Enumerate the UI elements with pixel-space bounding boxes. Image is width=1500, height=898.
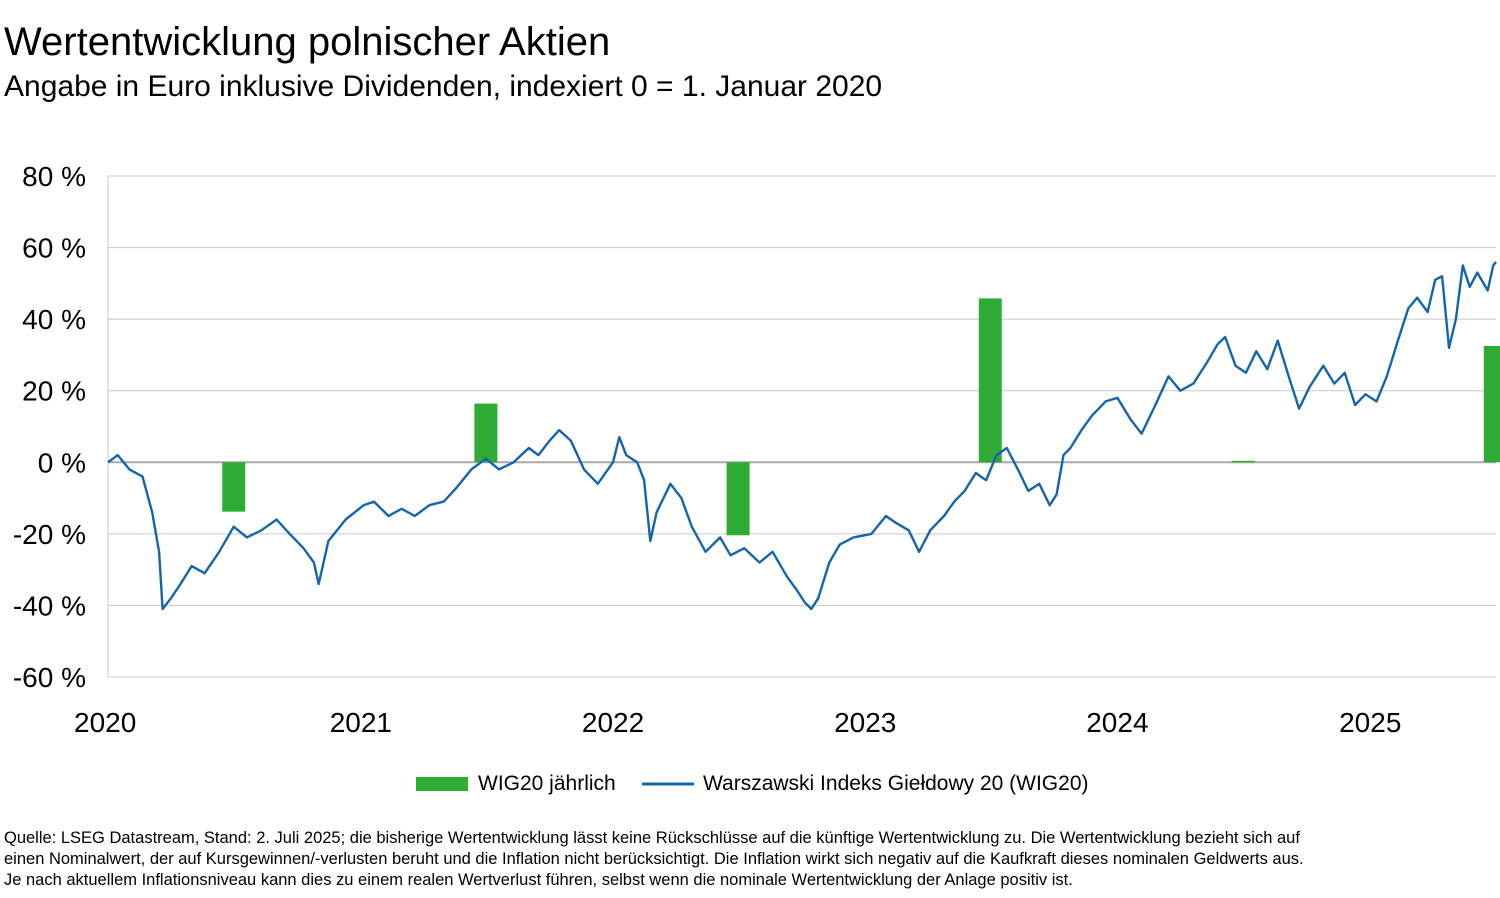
y-tick-label: 20 % <box>22 376 86 407</box>
source-note: Quelle: LSEG Datastream, Stand: 2. Juli … <box>4 828 1496 891</box>
legend-label-bars: WIG20 jährlich <box>478 772 616 795</box>
source-line: einen Nominalwert, der auf Kursgewinnen/… <box>4 850 1304 868</box>
bar <box>1483 345 1500 463</box>
x-axis-tick-labels: 2020 2021 2022 2023 2024 2025 <box>74 707 1401 738</box>
series-line <box>107 261 1497 611</box>
legend-swatch-bars <box>416 777 468 791</box>
chart-title: Wertentwicklung polnischer Aktien <box>4 20 611 64</box>
y-tick-label: -40 % <box>13 590 86 621</box>
y-tick-label: -60 % <box>13 662 86 693</box>
y-axis-tick-labels: 80 % 60 % 40 % 20 % 0 % -20 % -40 % -60 % <box>13 161 86 693</box>
line-series-wig20 <box>107 261 1497 611</box>
bar-series-wig20-annual <box>222 298 1500 536</box>
bar <box>978 298 1002 463</box>
y-tick-label: 80 % <box>22 161 86 192</box>
x-tick-label: 2024 <box>1086 707 1148 738</box>
y-tick-label: -20 % <box>13 519 86 550</box>
y-tick-label: 0 % <box>38 447 86 478</box>
bar <box>222 462 246 512</box>
source-line: Quelle: LSEG Datastream, Stand: 2. Juli … <box>4 829 1300 847</box>
legend: WIG20 jährlich Warszawski Indeks Giełdowy… <box>416 772 1089 795</box>
bar <box>474 403 498 463</box>
grid-lines <box>107 175 1496 678</box>
x-tick-label: 2021 <box>330 707 392 738</box>
x-tick-label: 2022 <box>582 707 644 738</box>
x-tick-label: 2025 <box>1339 707 1401 738</box>
y-tick-label: 40 % <box>22 304 86 335</box>
source-line: Je nach aktuellem Inflationsniveau kann … <box>4 871 1073 889</box>
x-tick-label: 2020 <box>74 707 136 738</box>
y-tick-label: 60 % <box>22 233 86 264</box>
chart-subtitle: Angabe in Euro inklusive Dividenden, ind… <box>4 70 883 103</box>
bar <box>726 462 750 536</box>
x-tick-label: 2023 <box>834 707 896 738</box>
legend-label-line: Warszawski Indeks Giełdowy 20 (WIG20) <box>703 772 1089 795</box>
bar <box>1231 460 1255 463</box>
